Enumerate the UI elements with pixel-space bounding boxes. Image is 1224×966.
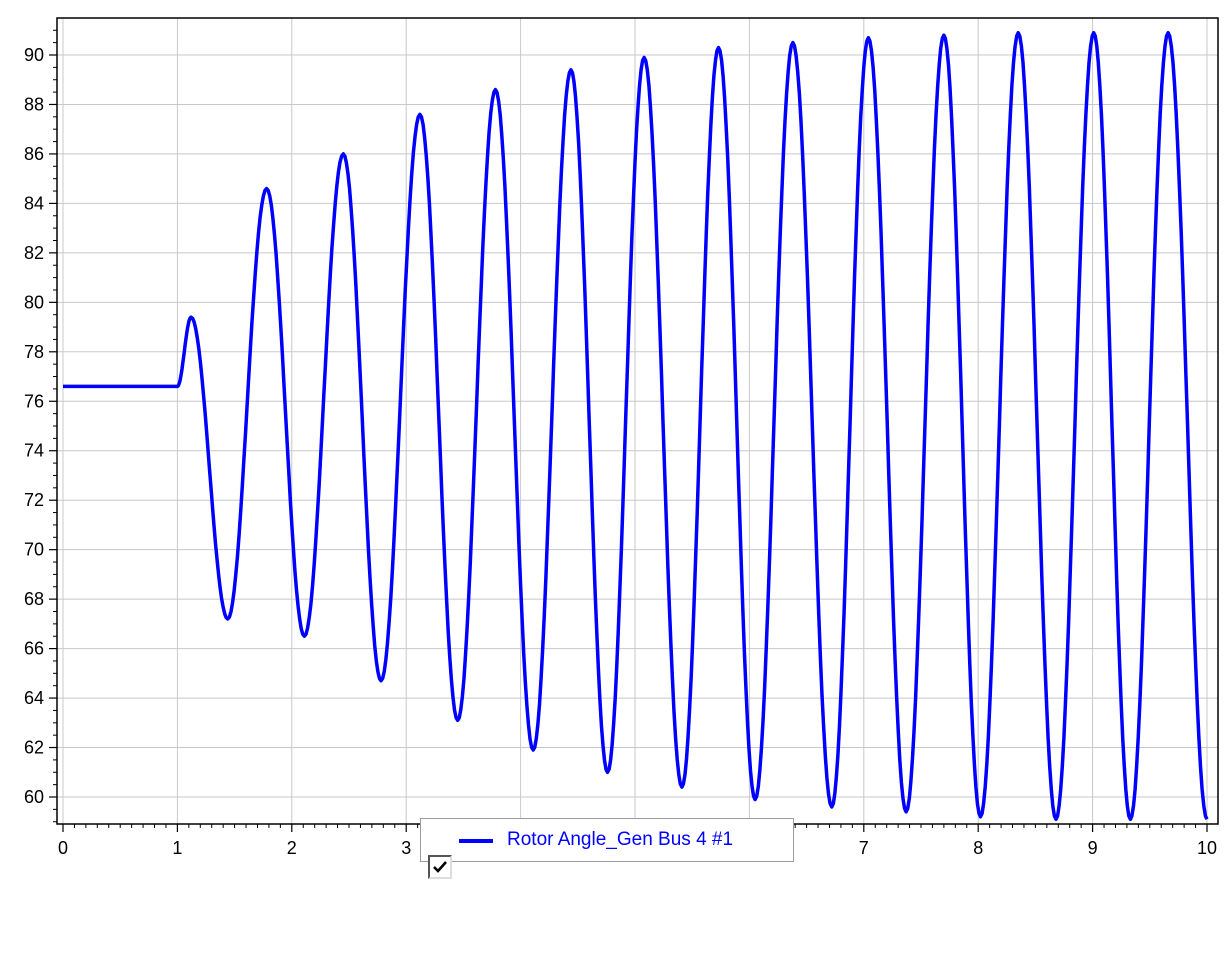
x-tick-label: 8 [973,838,983,858]
y-tick-label: 74 [24,441,44,461]
legend-checkbox[interactable] [428,855,452,879]
x-tick-label: 9 [1088,838,1098,858]
y-tick-label: 82 [24,243,44,263]
y-tick-label: 68 [24,589,44,609]
x-tick-label: 0 [58,838,68,858]
y-tick-label: 88 [24,94,44,114]
y-tick-label: 60 [24,787,44,807]
x-tick-label: 7 [859,838,869,858]
x-tick-label: 2 [287,838,297,858]
y-tick-label: 78 [24,342,44,362]
y-tick-label: 90 [24,45,44,65]
x-tick-label: 1 [172,838,182,858]
series-line [63,30,1209,822]
checkmark-icon [433,861,447,873]
x-tick-label: 3 [401,838,411,858]
y-tick-label: 72 [24,490,44,510]
y-tick-label: 86 [24,144,44,164]
y-tick-label: 80 [24,292,44,312]
legend-label: Rotor Angle_Gen Bus 4 #1 [507,829,734,850]
y-tick-label: 76 [24,391,44,411]
x-tick-label: 10 [1197,838,1217,858]
y-tick-label: 66 [24,639,44,659]
y-tick-label: 70 [24,540,44,560]
legend-swatch-line [459,839,493,843]
series-layer [63,30,1209,822]
y-tick-label: 84 [24,193,44,213]
y-tick-label: 62 [24,738,44,758]
legend: Rotor Angle_Gen Bus 4 #1 [420,818,794,862]
y-tick-label: 64 [24,688,44,708]
axes: 0123456789106062646668707274767880828486… [24,29,1217,858]
